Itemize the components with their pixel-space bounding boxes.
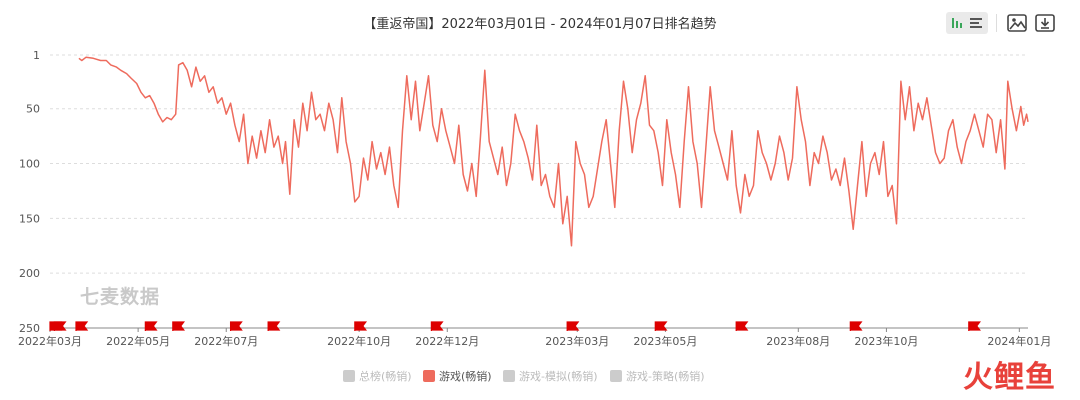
chart-type-toggle-icon[interactable] bbox=[946, 12, 988, 34]
series-line-游戏(畅销) bbox=[78, 56, 1029, 247]
x-tick-label: 2022年07月 bbox=[194, 334, 258, 348]
y-tick-label: 100 bbox=[19, 158, 40, 171]
event-flag-marker[interactable] bbox=[735, 321, 749, 331]
x-tick-label: 2022年05月 bbox=[106, 334, 170, 348]
image-icon[interactable] bbox=[1006, 12, 1028, 34]
toolbar-divider bbox=[996, 14, 997, 32]
x-tick-label: 2023年05月 bbox=[633, 334, 697, 348]
x-tick-label: 2022年03月 bbox=[18, 334, 82, 348]
legend-item[interactable]: 游戏-策略(畅销) bbox=[610, 368, 705, 384]
legend-label: 游戏(畅销) bbox=[439, 370, 492, 383]
x-tick-label: 2023年10月 bbox=[854, 334, 918, 348]
event-flag-marker[interactable] bbox=[654, 321, 668, 331]
event-flag-marker[interactable] bbox=[229, 321, 243, 331]
event-flag-marker[interactable] bbox=[144, 321, 158, 331]
x-tick-label: 2024年01月 bbox=[987, 334, 1051, 348]
event-flag-marker[interactable] bbox=[849, 321, 863, 331]
x-tick-label: 2023年08月 bbox=[766, 334, 830, 348]
x-tick-label: 2023年03月 bbox=[545, 334, 609, 348]
y-tick-label: 200 bbox=[19, 267, 40, 280]
legend-item[interactable]: 总榜(畅销) bbox=[343, 368, 412, 384]
y-tick-label: 150 bbox=[19, 212, 40, 225]
event-flag-marker[interactable] bbox=[172, 321, 185, 331]
x-tick-label: 2022年10月 bbox=[327, 334, 391, 348]
x-axis: 2022年03月 2022年05月 2022年07月 2022年10月 2022年12月… bbox=[18, 328, 1051, 348]
event-flag-marker[interactable] bbox=[267, 321, 281, 331]
y-tick-label: 250 bbox=[19, 322, 40, 335]
chart-title: 【重返帝国】2022年03月01日 - 2024年01月07日排名趋势 bbox=[363, 17, 717, 32]
legend-label: 总榜(畅销) bbox=[359, 370, 412, 383]
event-flag-marker[interactable] bbox=[75, 321, 89, 331]
event-flags bbox=[49, 321, 981, 331]
legend: 总榜(畅销) 游戏(畅销) 游戏-模拟(畅销) 游戏-策略(畅销) bbox=[0, 368, 1080, 384]
download-icon[interactable] bbox=[1034, 12, 1056, 34]
watermark: 七麦数据 bbox=[80, 286, 161, 308]
legend-swatch bbox=[343, 370, 355, 382]
legend-swatch bbox=[610, 370, 622, 382]
legend-item[interactable]: 游戏(畅销) bbox=[423, 368, 492, 384]
legend-label: 游戏-模拟(畅销) bbox=[519, 370, 598, 383]
event-flag-marker[interactable] bbox=[430, 321, 444, 331]
event-flag-marker[interactable] bbox=[53, 321, 67, 331]
y-tick-label: 50 bbox=[26, 103, 40, 116]
brand-logo-part1: 火 bbox=[963, 360, 994, 395]
y-tick-label: 1 bbox=[33, 49, 40, 62]
legend-label: 游戏-策略(畅销) bbox=[626, 370, 705, 383]
brand-logo-part2: 鲤鱼 bbox=[994, 360, 1056, 395]
event-flag-marker[interactable] bbox=[354, 321, 368, 331]
legend-swatch bbox=[423, 370, 435, 382]
event-flag-marker[interactable] bbox=[566, 321, 580, 331]
brand-logo: 火鲤鱼 bbox=[963, 352, 1056, 396]
x-tick-label: 2022年12月 bbox=[415, 334, 479, 348]
event-flag-marker[interactable] bbox=[968, 321, 981, 331]
series-lines bbox=[78, 56, 1029, 247]
legend-swatch bbox=[503, 370, 515, 382]
legend-item[interactable]: 游戏-模拟(畅销) bbox=[503, 368, 598, 384]
